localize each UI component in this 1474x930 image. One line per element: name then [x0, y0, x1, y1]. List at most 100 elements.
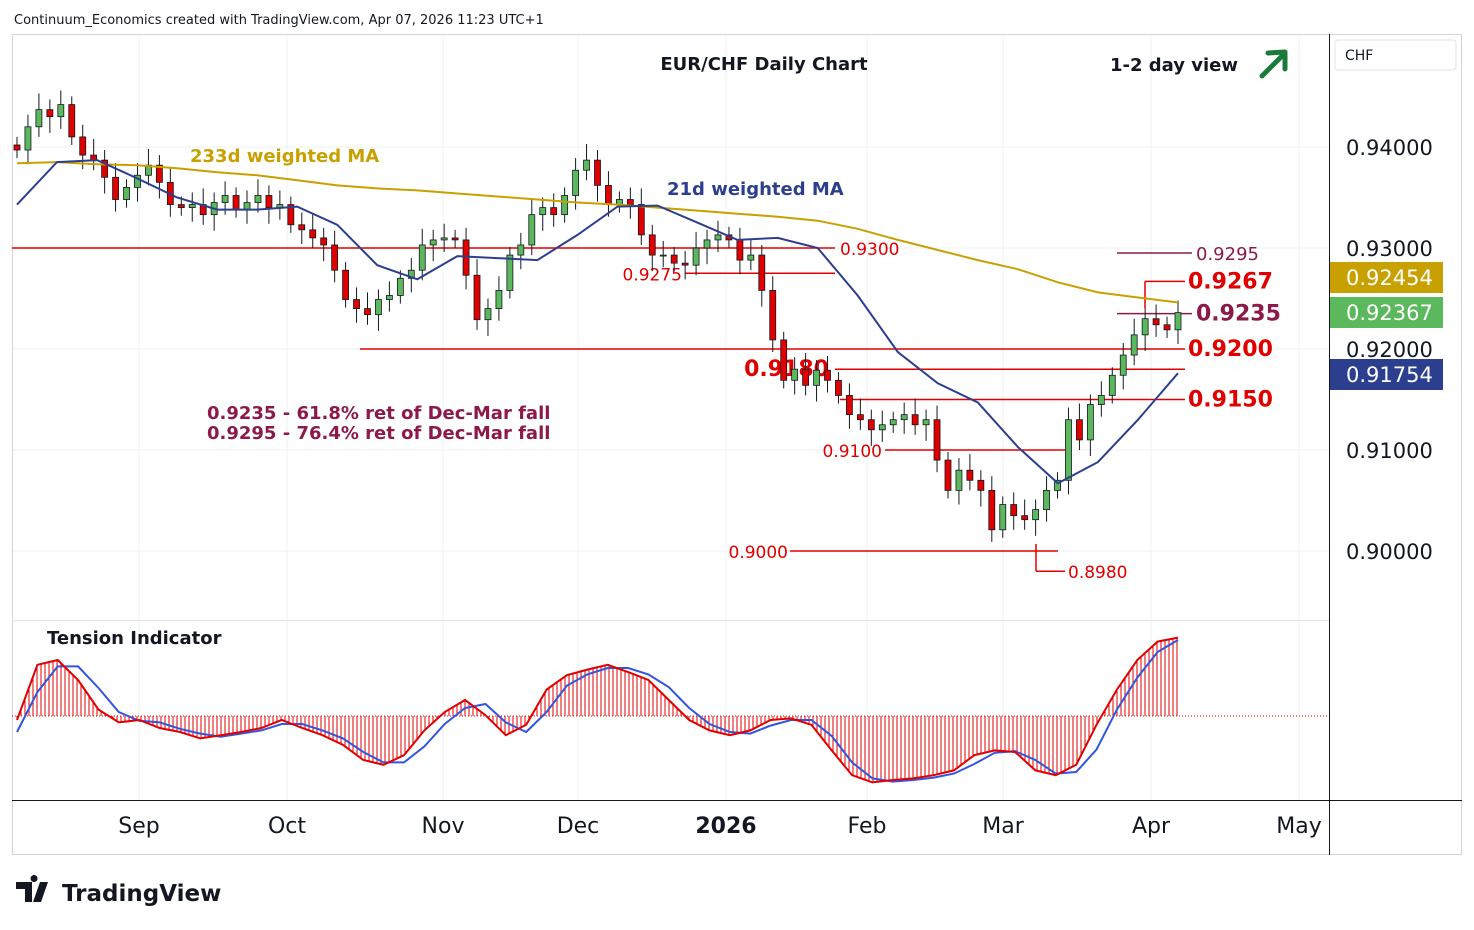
level-label: 0.9000	[729, 543, 788, 563]
candle	[342, 269, 349, 300]
candle	[112, 176, 119, 200]
candle	[331, 244, 339, 271]
level-label: 0.9267	[1188, 269, 1273, 294]
svg-text:0.92454: 0.92454	[1346, 266, 1433, 290]
candle	[1076, 419, 1083, 441]
candle	[922, 419, 930, 426]
candle	[856, 414, 864, 421]
candle	[692, 247, 700, 266]
candle	[626, 199, 634, 205]
candle	[495, 290, 503, 310]
candle	[13, 144, 21, 151]
candle	[364, 308, 371, 316]
candle	[605, 184, 612, 205]
tradingview-logo: TradingView	[16, 875, 221, 907]
price-tag-ma21: 0.91754	[1330, 359, 1443, 390]
candle	[637, 204, 645, 236]
candle	[517, 244, 525, 256]
candle	[1130, 334, 1138, 356]
candle	[988, 489, 996, 531]
candle	[659, 254, 667, 257]
candle	[254, 195, 262, 203]
time-axis[interactable]: Sep Oct Nov Dec 2026 Feb Mar Apr May	[118, 814, 1321, 839]
candle	[813, 369, 820, 386]
candle	[944, 459, 952, 491]
level-label: 0.9300	[840, 240, 899, 260]
candle	[79, 136, 87, 156]
attribution: Continuum_Economics created with Trading…	[14, 13, 544, 28]
candle	[1108, 374, 1116, 396]
candle	[528, 214, 536, 246]
candle	[1054, 479, 1061, 491]
candle	[1065, 419, 1072, 481]
candle	[46, 109, 54, 118]
candle	[835, 379, 842, 396]
x-tick-label: Apr	[1132, 814, 1171, 839]
currency-box[interactable]	[1334, 39, 1457, 71]
svg-text:0.92367: 0.92367	[1346, 301, 1433, 325]
candle	[24, 126, 32, 151]
y-tick-label: 0.90000	[1346, 540, 1433, 564]
candle	[123, 186, 130, 200]
note-2: 0.9295 - 76.4% ret of Dec-Mar fall	[207, 423, 550, 444]
candle	[1163, 324, 1171, 331]
x-tick-label: Nov	[422, 814, 465, 839]
x-tick-label: Dec	[557, 814, 600, 839]
x-tick-label: May	[1276, 814, 1321, 839]
candle	[1021, 515, 1029, 521]
candle	[648, 234, 656, 256]
grid	[13, 35, 1329, 800]
candle	[298, 224, 306, 231]
y-tick-label: 0.94000	[1346, 136, 1433, 160]
indicator-slow-line	[16, 639, 1179, 783]
y-tick-label: 0.93000	[1346, 237, 1433, 261]
currency-label: CHF	[1345, 48, 1373, 64]
x-tick-label: Oct	[268, 814, 306, 839]
candle	[134, 174, 141, 188]
candle	[791, 368, 799, 381]
candle	[561, 195, 569, 216]
candles	[13, 90, 1182, 542]
candle	[232, 195, 240, 211]
level-label: 0.9295	[1196, 244, 1259, 265]
candle	[1032, 509, 1040, 521]
ma21-label: 21d weighted MA	[667, 179, 844, 200]
price-tag-ma233: 0.92454	[1330, 262, 1443, 293]
candle	[177, 204, 185, 209]
candle	[407, 269, 415, 279]
ma233-label: 233d weighted MA	[190, 146, 379, 167]
candle	[539, 207, 547, 216]
candle	[780, 339, 788, 381]
candle	[911, 414, 919, 426]
candle	[1119, 354, 1127, 376]
candle	[440, 237, 448, 241]
candle	[966, 469, 974, 481]
candle	[484, 308, 492, 321]
candle	[506, 254, 514, 291]
candle	[155, 164, 163, 183]
candle	[824, 369, 831, 381]
candle	[670, 254, 678, 264]
candle	[1152, 318, 1160, 326]
candle	[1043, 489, 1050, 510]
candle	[57, 104, 65, 118]
ma233-line	[16, 161, 1179, 304]
view-label: 1-2 day view	[1110, 55, 1238, 76]
candle	[309, 229, 317, 239]
svg-text:TradingView: TradingView	[62, 881, 221, 907]
price-axis[interactable]: 0.94000 0.93000 0.92000 0.91000 0.90000	[1346, 136, 1433, 564]
candle	[583, 159, 590, 171]
candle	[353, 299, 360, 310]
candle	[594, 159, 601, 186]
candle	[867, 419, 875, 431]
price-tag-last: 0.92367	[1330, 297, 1443, 328]
level-label: 0.8980	[1068, 563, 1127, 583]
level-label: 0.9200	[1188, 337, 1273, 362]
candle	[736, 239, 744, 261]
indicator-fast-line	[16, 636, 1179, 784]
candle	[473, 274, 481, 321]
candle	[758, 254, 766, 291]
candle	[1097, 395, 1105, 405]
x-tick-label: Feb	[848, 814, 887, 839]
